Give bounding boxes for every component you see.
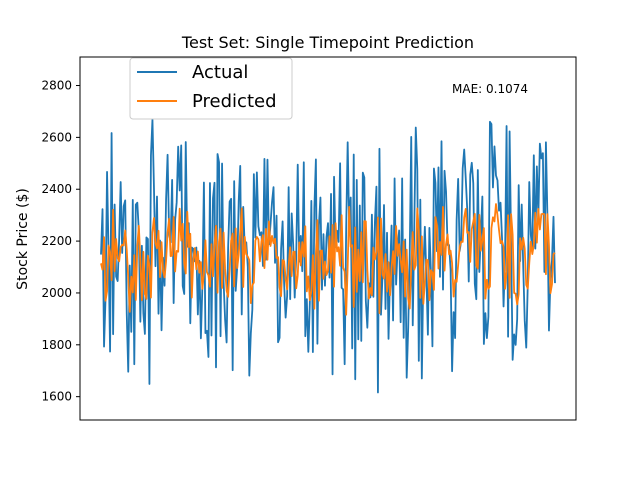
series-line-predicted	[100, 203, 556, 316]
legend-box	[129, 57, 293, 120]
y-tick-label: 1600	[41, 390, 72, 404]
mae-annotation: MAE: 0.1074	[452, 82, 528, 96]
y-tick-label: 2200	[41, 234, 72, 248]
y-axis-label: Stock Price ($)	[15, 188, 31, 290]
y-tick-label: 2600	[41, 130, 72, 144]
y-axis-ticks: 1600 1800 2000 2200 2400 2600 2800	[41, 79, 80, 404]
series-line-actual	[100, 118, 556, 394]
y-tick-label: 1800	[41, 338, 72, 352]
legend-label-predicted: Predicted	[192, 91, 277, 112]
legend-label-actual: Actual	[192, 62, 248, 83]
y-tick-label: 2000	[41, 286, 72, 300]
y-tick-label: 2800	[41, 79, 72, 93]
plot-frame	[79, 56, 577, 421]
y-tick-label: 2400	[41, 182, 72, 196]
chart-title: Test Set: Single Timepoint Prediction	[181, 33, 474, 52]
legend: Actual Predicted	[129, 57, 293, 120]
plot-area	[100, 118, 556, 394]
